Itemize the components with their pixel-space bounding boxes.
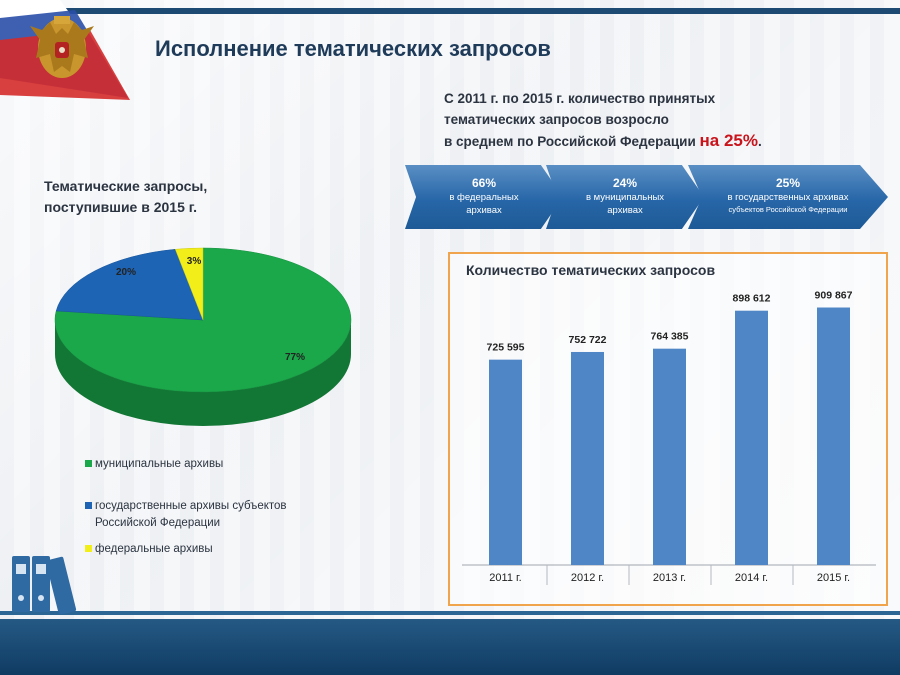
bar-value-label-5: 909 867 <box>815 290 853 302</box>
summary-line-1: С 2011 г. по 2015 г. количество принятых <box>444 91 716 106</box>
arrow-municipal-pct: 24% <box>612 176 638 190</box>
x-tick-label-5: 2015 г. <box>817 572 850 584</box>
bottom-line <box>0 611 900 615</box>
top-bar <box>0 8 900 14</box>
legend-swatch-regional <box>85 502 92 509</box>
pie-label-federal: 3% <box>187 256 202 267</box>
summary-line-3-text: в среднем по Российской Федерации <box>444 134 700 149</box>
arrow-federal: 66% в федеральных архивах <box>405 165 563 229</box>
pie-side-municipal <box>55 320 351 426</box>
arrow-regional-label-1: в государственных архивах <box>727 192 849 203</box>
bar-2 <box>571 351 604 565</box>
bar-chart-title: Количество тематических запросов <box>466 262 716 278</box>
legend-swatch-federal <box>85 545 92 552</box>
pie-chart: 77% 20% 3% <box>54 247 352 426</box>
pie-title: Тематические запросы, поступившие в 2015… <box>44 176 207 218</box>
bar-4 <box>735 310 768 565</box>
x-tick-label-1: 2011 г. <box>489 572 521 584</box>
arrow-regional-label-2: субъектов Российской Федерации <box>728 205 848 214</box>
pie-title-line-1: Тематические запросы, <box>44 178 208 194</box>
emblem-flag-icon <box>0 0 130 100</box>
x-tick-label-3: 2013 г. <box>653 572 686 584</box>
pie-title-line-2: поступившие в 2015 г. <box>44 199 198 215</box>
bar-chart: 725 595 2011 г. 752 722 2012 г. 764 385 2013 … <box>462 290 876 585</box>
x-tick-label-4: 2014 г. <box>735 572 768 584</box>
bar-3 <box>653 348 686 565</box>
legend-label-regional-1: государственные архивы субъектов <box>95 500 287 512</box>
arrow-municipal: 24% в муниципальных архивах <box>546 165 704 229</box>
page-title: Исполнение тематических запросов <box>155 36 551 61</box>
bottom-bar <box>0 619 900 675</box>
arrow-federal-label-2: архивах <box>466 205 502 216</box>
arrow-regional-pct: 25% <box>775 176 801 190</box>
bar-value-label-4: 898 612 <box>733 293 771 305</box>
legend-label-regional-2: Российской Федерации <box>95 517 221 529</box>
arrow-federal-pct: 66% <box>471 176 497 190</box>
binders-icon <box>12 556 77 614</box>
arrow-regional: 25% в государственных архивах субъектов … <box>688 165 888 229</box>
legend-item-regional: государственные архивы субъектов Российс… <box>85 498 287 532</box>
summary-text: С 2011 г. по 2015 г. количество принятых… <box>444 88 884 152</box>
summary-line-3: в среднем по Российской Федерации на 25%… <box>444 130 884 152</box>
pie-slice-regional <box>55 249 204 321</box>
bar-value-label-3: 764 385 <box>651 331 689 343</box>
legend-label-federal: федеральные архивы <box>95 543 213 555</box>
legend-item-federal: федеральные архивы <box>85 541 213 558</box>
summary-highlight: на 25% <box>699 131 758 150</box>
x-tick-label-2: 2012 г. <box>571 572 604 584</box>
pie-label-regional: 20% <box>116 267 136 278</box>
bar-value-label-1: 725 595 <box>487 342 525 354</box>
arrow-municipal-label-1: в муниципальных <box>585 192 665 203</box>
arrow-federal-label-1: в федеральных <box>449 192 519 203</box>
bar-value-label-2: 752 722 <box>569 334 607 346</box>
legend-item-municipal: муниципальные архивы <box>85 456 224 473</box>
legend-swatch-municipal <box>85 460 92 467</box>
pie-label-municipal: 77% <box>285 352 305 363</box>
bar-5 <box>817 307 850 565</box>
legend-label-municipal: муниципальные архивы <box>95 458 224 470</box>
bar-1 <box>489 359 522 565</box>
summary-line-2: тематических запросов возросло <box>444 112 669 127</box>
summary-end: . <box>757 134 762 149</box>
arrow-municipal-label-2: архивах <box>607 205 643 216</box>
pie-slice-federal <box>174 247 204 321</box>
